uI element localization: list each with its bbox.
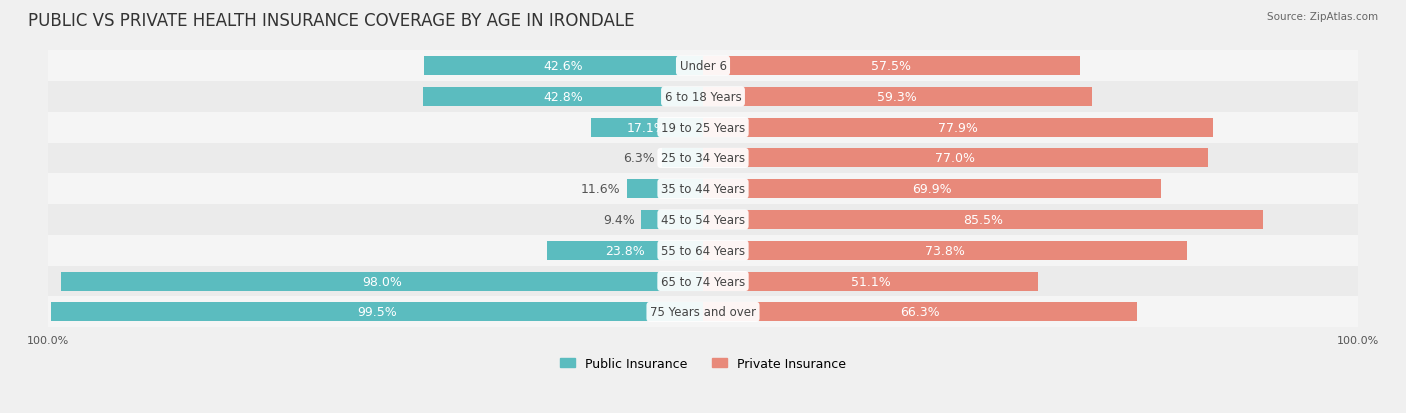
Text: 66.3%: 66.3% (900, 306, 941, 318)
Text: 57.5%: 57.5% (872, 60, 911, 73)
Text: 23.8%: 23.8% (605, 244, 645, 257)
Text: 85.5%: 85.5% (963, 214, 1002, 226)
Text: 17.1%: 17.1% (627, 121, 666, 134)
Text: 59.3%: 59.3% (877, 90, 917, 104)
Text: 42.6%: 42.6% (544, 60, 583, 73)
Bar (703, 149, 1208, 168)
Text: PUBLIC VS PRIVATE HEALTH INSURANCE COVERAGE BY AGE IN IRONDALE: PUBLIC VS PRIVATE HEALTH INSURANCE COVER… (28, 12, 634, 30)
Bar (48, 266, 1358, 297)
Bar (48, 174, 1358, 204)
Bar (48, 51, 1358, 82)
Bar (703, 88, 1091, 107)
Bar (48, 82, 1358, 112)
Bar (423, 88, 703, 107)
Text: 25 to 34 Years: 25 to 34 Years (661, 152, 745, 165)
Text: 98.0%: 98.0% (361, 275, 402, 288)
Bar (48, 112, 1358, 143)
Bar (703, 180, 1161, 199)
Text: 42.8%: 42.8% (543, 90, 582, 104)
Legend: Public Insurance, Private Insurance: Public Insurance, Private Insurance (555, 352, 851, 375)
Text: 19 to 25 Years: 19 to 25 Years (661, 121, 745, 134)
Text: 77.9%: 77.9% (938, 121, 979, 134)
Bar (703, 211, 1263, 230)
Text: 45 to 54 Years: 45 to 54 Years (661, 214, 745, 226)
Bar (641, 211, 703, 230)
Text: Under 6: Under 6 (679, 60, 727, 73)
Text: 65 to 74 Years: 65 to 74 Years (661, 275, 745, 288)
Text: 6 to 18 Years: 6 to 18 Years (665, 90, 741, 104)
Text: Source: ZipAtlas.com: Source: ZipAtlas.com (1267, 12, 1378, 22)
Text: 73.8%: 73.8% (925, 244, 965, 257)
Bar (48, 235, 1358, 266)
Bar (48, 204, 1358, 235)
Bar (703, 118, 1213, 138)
Text: 35 to 44 Years: 35 to 44 Years (661, 183, 745, 196)
Text: 55 to 64 Years: 55 to 64 Years (661, 244, 745, 257)
Bar (703, 57, 1080, 76)
Bar (60, 272, 703, 291)
Bar (703, 303, 1137, 322)
Text: 99.5%: 99.5% (357, 306, 396, 318)
Text: 77.0%: 77.0% (935, 152, 976, 165)
Bar (662, 149, 703, 168)
Bar (703, 272, 1038, 291)
Bar (423, 57, 703, 76)
Text: 69.9%: 69.9% (912, 183, 952, 196)
Bar (547, 241, 703, 260)
Bar (51, 303, 703, 322)
Text: 6.3%: 6.3% (623, 152, 655, 165)
Text: 11.6%: 11.6% (581, 183, 620, 196)
Text: 9.4%: 9.4% (603, 214, 636, 226)
Bar (627, 180, 703, 199)
Bar (591, 118, 703, 138)
Bar (703, 241, 1187, 260)
Text: 51.1%: 51.1% (851, 275, 890, 288)
Text: 75 Years and over: 75 Years and over (650, 306, 756, 318)
Bar (48, 143, 1358, 174)
Bar (48, 297, 1358, 328)
